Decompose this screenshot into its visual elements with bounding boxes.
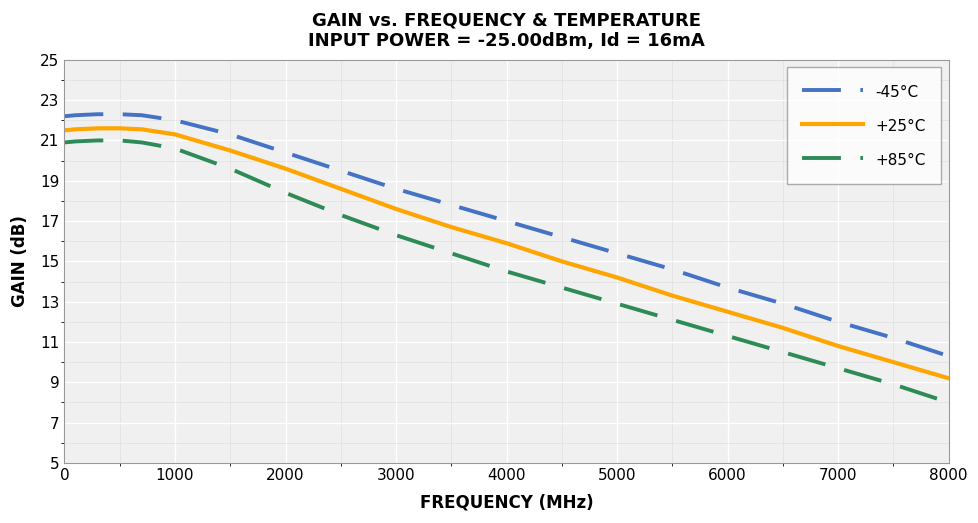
+85°C — [777, 349, 788, 355]
+85°C — [92, 137, 104, 143]
+25°C — [136, 126, 148, 132]
X-axis label: FREQUENCY (MHz): FREQUENCY (MHz) — [420, 494, 593, 512]
+25°C — [500, 240, 511, 246]
-45°C — [59, 113, 70, 119]
+25°C — [556, 258, 567, 265]
-45°C — [887, 335, 899, 341]
-45°C — [136, 112, 148, 118]
+25°C — [887, 359, 899, 365]
+25°C — [280, 165, 291, 172]
+85°C — [59, 139, 70, 145]
+85°C — [280, 190, 291, 196]
+85°C — [556, 285, 567, 291]
-45°C — [777, 301, 788, 307]
+25°C — [445, 224, 457, 230]
-45°C — [280, 150, 291, 156]
-45°C — [224, 131, 236, 138]
+85°C — [136, 139, 148, 145]
+25°C — [69, 126, 81, 132]
+25°C — [334, 186, 346, 192]
-45°C — [610, 250, 622, 256]
+25°C — [777, 325, 788, 331]
+25°C — [831, 343, 843, 349]
+85°C — [610, 301, 622, 307]
+25°C — [113, 125, 125, 131]
Line: +25°C: +25°C — [65, 128, 948, 378]
+85°C — [942, 400, 954, 406]
-45°C — [334, 167, 346, 174]
Line: -45°C: -45°C — [65, 114, 948, 356]
+25°C — [666, 292, 678, 299]
Y-axis label: GAIN (dB): GAIN (dB) — [11, 215, 29, 308]
+25°C — [169, 131, 181, 138]
-45°C — [169, 117, 181, 123]
+25°C — [224, 147, 236, 154]
+85°C — [666, 316, 678, 323]
+25°C — [92, 125, 104, 131]
-45°C — [390, 186, 402, 192]
+85°C — [500, 268, 511, 275]
-45°C — [500, 218, 511, 224]
+85°C — [721, 333, 733, 339]
-45°C — [69, 112, 81, 118]
Legend: -45°C, +25°C, +85°C: -45°C, +25°C, +85°C — [786, 67, 940, 185]
Title: GAIN vs. FREQUENCY & TEMPERATURE
INPUT POWER = -25.00dBm, Id = 16mA: GAIN vs. FREQUENCY & TEMPERATURE INPUT P… — [308, 11, 704, 50]
-45°C — [92, 111, 104, 117]
+85°C — [334, 212, 346, 218]
-45°C — [556, 234, 567, 240]
+85°C — [224, 165, 236, 172]
-45°C — [942, 353, 954, 359]
-45°C — [666, 266, 678, 272]
+85°C — [113, 137, 125, 143]
-45°C — [831, 319, 843, 325]
+85°C — [390, 232, 402, 238]
+85°C — [831, 365, 843, 371]
-45°C — [113, 111, 125, 117]
+25°C — [942, 375, 954, 381]
+85°C — [69, 138, 81, 144]
Line: +85°C: +85°C — [65, 140, 948, 403]
+25°C — [721, 309, 733, 315]
+25°C — [59, 127, 70, 133]
+85°C — [887, 381, 899, 388]
+85°C — [169, 145, 181, 152]
+85°C — [445, 250, 457, 256]
-45°C — [445, 202, 457, 208]
+25°C — [610, 275, 622, 281]
+25°C — [390, 206, 402, 212]
-45°C — [721, 285, 733, 291]
